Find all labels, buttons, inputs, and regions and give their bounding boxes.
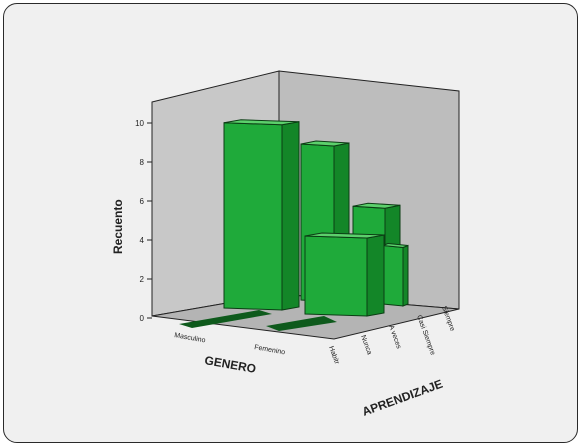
floor-strip-femenino	[266, 316, 337, 331]
bar-femenino-nunca	[223, 119, 300, 311]
y-tick-label: 4	[140, 236, 145, 245]
y-tick-label: 6	[140, 197, 145, 206]
y-tick-label: 8	[140, 158, 145, 167]
y-axis-ticks: 0 2 4 6 8 10	[135, 119, 152, 323]
floor-strip-masculino	[179, 310, 272, 328]
x-axis-title: GENERO	[203, 353, 257, 376]
depth-tick-label: Casi Siempre	[415, 314, 436, 356]
bar-femenino-casi-siempre	[304, 232, 385, 317]
depth-tick-label: A veces	[387, 324, 402, 350]
depth-axis-title: APRENDIZAJE	[360, 377, 444, 419]
bar-chart-3d: 0 2 4 6 8 10 Masculino Femenino Habitr Nunca A …	[111, 70, 460, 419]
bar-femenino-extra	[382, 242, 409, 307]
y-tick-label: 0	[140, 314, 145, 323]
depth-tick-label: Nunca	[359, 334, 373, 356]
x-tick-label: Femenino	[254, 344, 286, 356]
x-tick-label: Masculino	[174, 332, 206, 344]
chart-frame: 0 2 4 6 8 10 Masculino Femenino Habitr Nunca A …	[3, 3, 578, 443]
bars	[223, 119, 409, 317]
depth-tick-label: Habitr	[327, 345, 340, 366]
y-tick-label: 2	[140, 275, 145, 284]
y-axis-title: Recuento	[111, 199, 125, 254]
y-tick-label: 10	[135, 119, 144, 128]
